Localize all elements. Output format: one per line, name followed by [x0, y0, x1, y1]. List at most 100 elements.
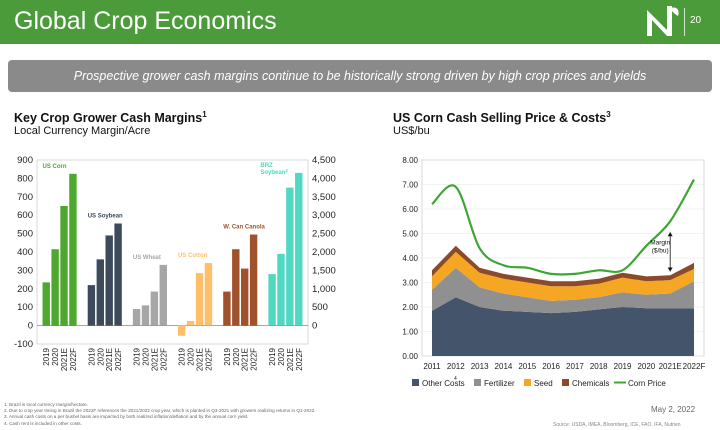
bar [105, 235, 113, 326]
right-chart-subtitle: US$/bu [393, 125, 430, 137]
y2-tick-label: 0 [312, 321, 317, 332]
y2-tick-label: 1,500 [312, 265, 336, 276]
bar [60, 206, 68, 326]
bar [277, 253, 285, 326]
bar [42, 282, 50, 326]
y-tick-label: 2.00 [402, 303, 418, 312]
bar [186, 321, 195, 326]
footnote: 2. Due to crop year timing in Brazil the… [4, 408, 316, 414]
x-tick-label: 2011 [423, 362, 441, 371]
y2-tick-label: 2,000 [312, 247, 336, 258]
y-tick-label: 600 [17, 210, 33, 221]
series-label: US Wheat [133, 255, 161, 261]
x-tick-label: 2019 [178, 347, 187, 365]
bar [204, 263, 213, 326]
y-tick-label: 800 [17, 173, 33, 184]
footnote: 3. Annual cash costs on a per bushel bas… [4, 414, 249, 420]
y-tick-label: 4.00 [402, 254, 418, 263]
x-tick-label: 2016 [542, 362, 560, 371]
x-tick-label: 2014 [495, 362, 513, 371]
y2-tick-label: 4,000 [312, 173, 336, 184]
x-tick-label: 2019 [133, 347, 142, 365]
left-chart-title: Key Crop Grower Cash Margins1 [14, 110, 207, 126]
right-chart-title: US Corn Cash Selling Price & Costs3 [393, 110, 611, 126]
logo-divider [684, 8, 685, 36]
area-band [432, 251, 694, 301]
x-tick-label: 2022F [204, 348, 213, 371]
page-title: Global Crop Economics [14, 7, 277, 35]
bar [295, 172, 303, 326]
bar [268, 274, 276, 326]
bar [223, 291, 231, 326]
x-tick-label: 2020 [277, 347, 286, 365]
legend-label: Fertilizer [484, 379, 515, 388]
bar [150, 291, 159, 326]
y-tick-label: 7.00 [402, 181, 418, 190]
legend-swatch [474, 379, 481, 386]
x-tick-label: 2020 [637, 362, 655, 371]
x-tick-label: 2020 [141, 347, 150, 365]
x-tick-label: 2019 [87, 347, 96, 365]
bar [286, 187, 294, 326]
area-band [432, 267, 694, 314]
source-note: Source: USDA, IMEA, Bloomberg, ICE, FAO,… [553, 422, 681, 428]
header-bar: Global Crop Economics 20 [0, 0, 720, 44]
x-tick-label: 2022F [159, 348, 168, 371]
y2-tick-label: 2,500 [312, 229, 336, 240]
x-tick-label: 2019 [268, 347, 277, 365]
x-tick-label: 2015 [518, 362, 536, 371]
nutrien-logo-icon [647, 6, 679, 36]
margin-arrow-head [667, 232, 673, 237]
y-tick-label: 0.00 [402, 352, 418, 361]
series-label: US Soybean [88, 213, 123, 219]
x-tick-label: 2018 [590, 362, 608, 371]
x-tick-label: 2019 [223, 347, 232, 365]
series-label: W. Can Canola [223, 225, 265, 231]
x-tick-label: 2013 [471, 362, 489, 371]
x-tick-label: 2022F [295, 348, 304, 371]
y2-tick-label: 3,000 [312, 210, 336, 221]
bar [249, 234, 258, 326]
bar [241, 268, 249, 326]
legend-swatch [562, 379, 569, 386]
bar [51, 249, 59, 326]
x-tick-label: 2020 [187, 347, 196, 365]
y-tick-label: 1.00 [402, 328, 418, 337]
series-label: US Corn [43, 164, 67, 170]
bar [195, 273, 204, 326]
x-tick-label: 2022F [114, 348, 123, 371]
legend-footnote-marker: 4 [454, 376, 457, 382]
margin-annotation: ($/bu) [652, 248, 669, 255]
bar [132, 309, 141, 326]
margin-annotation: Margin [650, 240, 670, 247]
footnote: 1. Brazil is local currency margin/hecta… [4, 402, 88, 407]
margins-bar-chart: -100 0 100 200 300 400 500 600 700 800 900 0 500 1,00… [14, 155, 336, 371]
y-tick-label: 500 [17, 229, 33, 240]
y2-tick-label: 1,000 [312, 284, 336, 295]
legend-label: Chemicals [572, 379, 609, 388]
bar [96, 259, 104, 326]
bar [232, 249, 240, 326]
y-tick-label: 3.00 [402, 279, 418, 288]
series-label: BRZ Soybean2 [260, 163, 288, 176]
bar [178, 325, 186, 336]
y-tick-label: 900 [17, 155, 33, 166]
y-tick-label: 700 [17, 192, 33, 203]
x-tick-label: 2019 [614, 362, 632, 371]
x-tick-label: 2020 [96, 347, 105, 365]
y-tick-label: 400 [17, 247, 33, 258]
x-tick-label: 2021E [196, 348, 205, 371]
x-tick-label: 2021E [286, 348, 295, 371]
page-number: 20 [690, 15, 702, 26]
x-tick-label: 2021E [659, 362, 682, 371]
x-tick-label: 2021E [60, 348, 69, 371]
y-tick-label: 0 [28, 321, 33, 332]
corn-price-line [431, 179, 695, 276]
x-tick-label: 2021E [241, 348, 250, 371]
x-tick-label: 2017 [566, 362, 584, 371]
bar [141, 305, 150, 326]
legend-label: Corn Price [628, 379, 666, 388]
y-tick-label: 8.00 [402, 156, 418, 165]
y2-tick-label: 3,500 [312, 192, 336, 203]
y-tick-label: 200 [17, 284, 33, 295]
